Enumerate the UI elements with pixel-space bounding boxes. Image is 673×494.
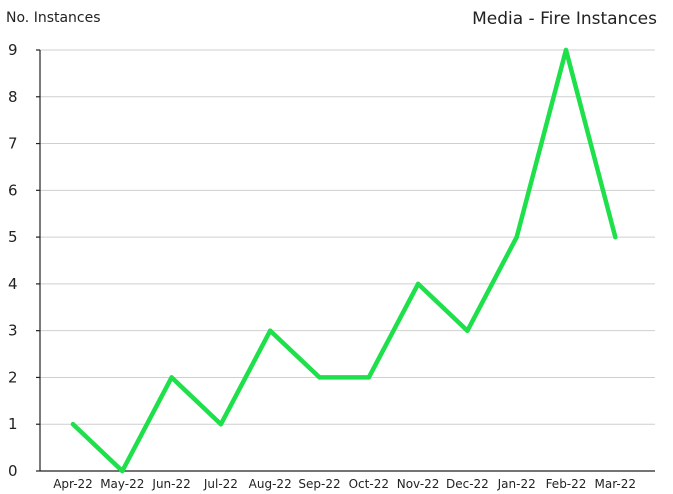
- data-point-mar-22: [613, 234, 618, 240]
- x-tick-label-jan-22: Jan-22: [497, 477, 536, 491]
- x-tick-label-apr-22: Apr-22: [53, 477, 93, 491]
- gridlines: [40, 49, 655, 425]
- y-tick-label-9: 9: [8, 41, 18, 59]
- y-axis-ticks: 0 1 2 3 4 5 6 7 8 9: [8, 41, 40, 480]
- data-point-oct-22: [366, 375, 371, 380]
- x-axis-ticks: Apr-22 May-22 Jun-22 Jul-22 Aug-22 Sep-22 Oct-…: [53, 477, 636, 491]
- y-tick-label-8: 8: [8, 88, 18, 106]
- y-tick-label-1: 1: [8, 415, 18, 433]
- x-tick-label-feb-22: Feb-22: [546, 477, 587, 491]
- y-tick-label-7: 7: [8, 135, 18, 153]
- x-tick-label-aug-22: Aug-22: [249, 477, 292, 491]
- x-tick-label-may-22: May-22: [100, 477, 144, 491]
- x-tick-label-oct-22: Oct-22: [349, 477, 389, 491]
- y-tick-label-5: 5: [8, 228, 18, 246]
- data-point-feb-22: [563, 47, 569, 53]
- x-tick-label-mar-22: Mar-22: [595, 477, 636, 491]
- x-tick-label-jun-22: Jun-22: [151, 477, 190, 491]
- data-point-jun-22: [169, 375, 174, 380]
- data-point-sep-22: [317, 375, 322, 380]
- x-tick-label-jul-22: Jul-22: [203, 477, 238, 491]
- data-point-jan-22: [514, 234, 519, 240]
- y-tick-label-4: 4: [8, 275, 18, 293]
- y-tick-label-3: 3: [8, 322, 18, 340]
- data-point-nov-22: [415, 281, 421, 287]
- x-tick-label-dec-22: Dec-22: [446, 477, 489, 491]
- x-tick-label-nov-22: Nov-22: [397, 477, 440, 491]
- chart-title: Media - Fire Instances: [472, 9, 657, 29]
- y-tick-label-0: 0: [8, 462, 18, 480]
- data-point-jul-22: [218, 422, 224, 427]
- series-layer: [70, 47, 618, 474]
- x-tick-label-sep-22: Sep-22: [298, 477, 340, 491]
- data-point-aug-22: [268, 328, 273, 333]
- y-tick-label-6: 6: [8, 181, 18, 199]
- y-axis-label: No. Instances: [6, 10, 101, 26]
- series-line-0: [70, 47, 618, 474]
- data-point-may-22: [120, 468, 125, 474]
- data-point-dec-22: [465, 328, 470, 333]
- y-tick-label-2: 2: [8, 368, 18, 386]
- data-point-apr-22: [70, 422, 76, 427]
